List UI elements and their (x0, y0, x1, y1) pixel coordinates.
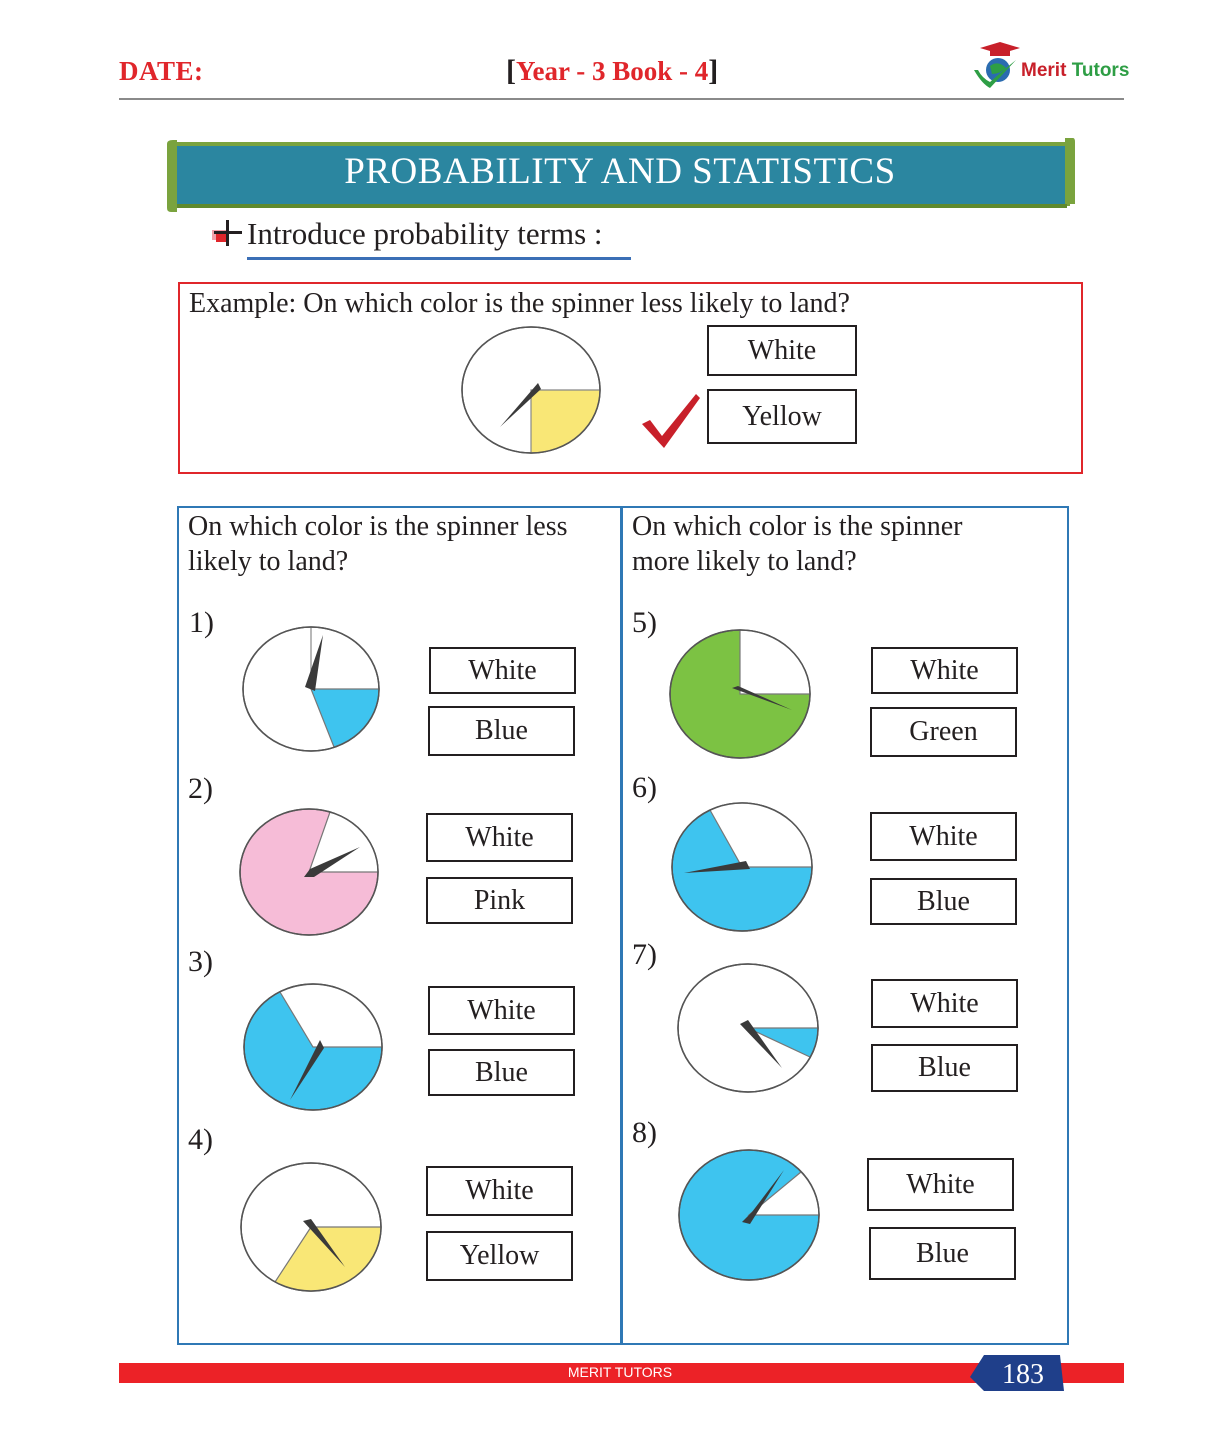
logo-text-merit: Merit (1021, 60, 1067, 81)
problem-number-3: 3) (188, 945, 213, 978)
option-1-white[interactable]: White (429, 647, 576, 694)
book-label: [Year - 3 Book - 4] (506, 54, 718, 88)
book-title: Year - 3 Book - 4 (516, 56, 709, 86)
problem-number-6: 6) (632, 771, 657, 804)
option-7-blue[interactable]: Blue (871, 1044, 1018, 1092)
example-question: Example: On which color is the spinner l… (189, 288, 850, 319)
option-2-pink[interactable]: Pink (426, 877, 573, 924)
scroll-banner-icon (167, 138, 1075, 212)
problem-number-1: 1) (189, 606, 214, 639)
spinner-6 (671, 802, 813, 932)
option-6-blue[interactable]: Blue (870, 878, 1017, 925)
header-divider (119, 98, 1124, 100)
section-banner: PROBABILITY AND STATISTICS (165, 138, 1075, 212)
logo-text-tutors: Tutors (1071, 60, 1130, 81)
option-4-white[interactable]: White (426, 1166, 573, 1216)
example-option-white[interactable]: White (707, 325, 857, 376)
intro-text: Introduce probability terms : (247, 216, 603, 251)
bracket-open: [ (506, 54, 516, 87)
bracket-close: ] (708, 54, 719, 87)
spinner-3 (243, 983, 383, 1111)
problem-number-4: 4) (188, 1123, 213, 1156)
logo-emblem-icon (974, 42, 1020, 88)
column-divider (620, 506, 623, 1345)
spinner-5 (669, 629, 811, 759)
left-question: On which color is the spinner less likel… (188, 511, 568, 577)
example-option-yellow[interactable]: Yellow (707, 389, 857, 444)
option-1-blue[interactable]: Blue (428, 706, 575, 756)
example-spinner (461, 326, 601, 454)
problem-number-2: 2) (188, 772, 213, 805)
option-7-white[interactable]: White (871, 979, 1018, 1028)
intro-underline (247, 257, 631, 260)
page-title: PROBABILITY AND STATISTICS (344, 151, 896, 192)
problem-number-7: 7) (632, 938, 657, 971)
footer-bar (119, 1363, 1124, 1383)
footer-brand: MERIT TUTORS (567, 1364, 673, 1380)
right-question: On which color is the spinner more likel… (632, 511, 963, 577)
spinner-8 (678, 1149, 820, 1281)
spinner-2 (239, 808, 379, 936)
date-label: DATE: (119, 56, 204, 86)
option-8-blue[interactable]: Blue (869, 1227, 1016, 1280)
page-number: 183 (1002, 1359, 1044, 1390)
option-5-white[interactable]: White (871, 647, 1018, 694)
check-mark-icon (642, 394, 700, 448)
option-5-green[interactable]: Green (870, 707, 1017, 757)
merit-tutors-logo: Merit Tutors (968, 40, 1130, 96)
option-6-white[interactable]: White (870, 812, 1017, 861)
option-3-blue[interactable]: Blue (428, 1049, 575, 1096)
problem-number-8: 8) (632, 1116, 657, 1149)
spinner-7 (677, 963, 819, 1093)
page-number-tab (970, 1355, 1064, 1391)
spinner-1 (242, 626, 380, 752)
option-2-white[interactable]: White (426, 813, 573, 862)
example-box (178, 282, 1083, 474)
option-4-yellow[interactable]: Yellow (426, 1231, 573, 1281)
exercise-box (177, 506, 1069, 1345)
problem-number-5: 5) (632, 606, 657, 639)
plus-bullet-icon (212, 220, 242, 246)
option-3-white[interactable]: White (428, 986, 575, 1035)
spinner-4 (240, 1162, 382, 1292)
option-8-white[interactable]: White (867, 1158, 1014, 1211)
